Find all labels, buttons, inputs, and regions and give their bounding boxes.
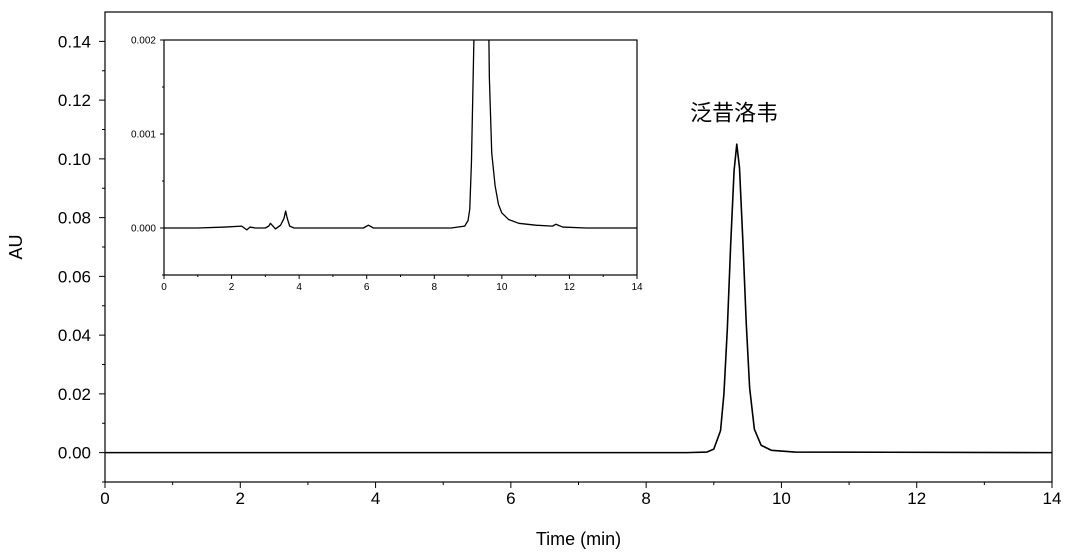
inset-plot: 0 2 4 6 8 10 12 14 0.000 0.001 0.002 <box>131 36 643 294</box>
x-tick-label: 2 <box>229 282 235 293</box>
x-tick-label: 10 <box>772 489 791 508</box>
x-tick-label: 0 <box>100 489 109 508</box>
peak-annotation: 泛昔洛韦 <box>690 102 778 127</box>
y-tick-label: 0.001 <box>131 130 156 141</box>
x-tick-label: 10 <box>496 282 508 293</box>
x-tick-label: 8 <box>432 282 438 293</box>
y-tick-label: 0.04 <box>58 326 91 345</box>
x-tick-label: 14 <box>1043 489 1062 508</box>
y-tick-label: 0.08 <box>58 209 91 228</box>
y-tick-label: 0.02 <box>58 385 91 404</box>
x-tick-label: 6 <box>364 282 370 293</box>
x-axis-label: Time (min) <box>536 529 621 549</box>
x-tick-label: 4 <box>371 489 380 508</box>
y-tick-label: 0.06 <box>58 267 91 286</box>
y-tick-label: 0.00 <box>58 444 91 463</box>
y-tick-label: 0.12 <box>58 91 91 110</box>
y-axis-label: AU <box>6 234 26 259</box>
main-plot: 0 2 4 6 8 10 12 14 0.00 0.02 0.04 0.06 0.08 0.10 0.12 0… <box>6 11 1062 549</box>
x-tick-label: 12 <box>564 282 576 293</box>
y-tick-label: 0.10 <box>58 150 91 169</box>
series-line <box>105 143 1052 454</box>
plot-frame <box>104 11 1053 483</box>
y-tick-label: 0.000 <box>131 224 156 235</box>
plot-frame <box>163 39 638 276</box>
x-tick-label: 14 <box>631 282 643 293</box>
inset-background <box>164 40 637 275</box>
y-tick-label: 0.14 <box>58 32 91 51</box>
x-tick-label: 6 <box>506 489 515 508</box>
x-tick-label: 12 <box>907 489 926 508</box>
series-line <box>164 40 637 231</box>
x-tick-label: 2 <box>236 489 245 508</box>
y-tick-label: 0.002 <box>131 36 156 47</box>
x-tick-label: 4 <box>296 282 302 293</box>
x-tick-label: 8 <box>641 489 650 508</box>
x-tick-label: 0 <box>161 282 167 293</box>
